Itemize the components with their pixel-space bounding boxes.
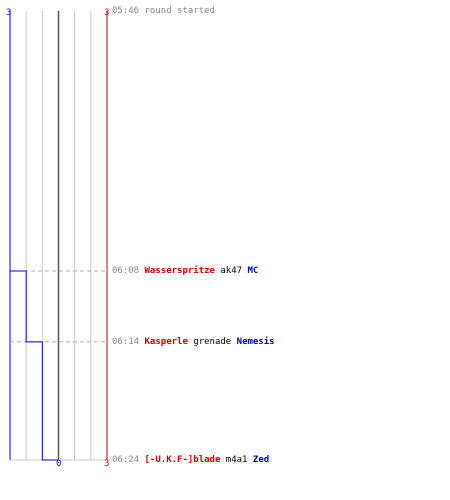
event-time: 05:46 bbox=[112, 6, 140, 16]
event-weapon: ak47 bbox=[220, 265, 243, 276]
event-killer: Kasperle bbox=[144, 336, 188, 347]
event-time: 06:24 bbox=[112, 455, 140, 465]
x-axis-bottom-label: 0 bbox=[56, 459, 62, 469]
event-row-start: 05:46 round started bbox=[112, 5, 215, 17]
y-axis-top-left-label: 3 bbox=[6, 8, 12, 18]
event-row-kill: 06:08 Wasserspritze ak47 MC bbox=[112, 265, 258, 277]
event-row-kill: 06:14 Kasperle grenade Nemesis bbox=[112, 336, 275, 348]
event-weapon: grenade bbox=[193, 336, 232, 347]
event-time: 06:08 bbox=[112, 265, 140, 276]
chart-grid bbox=[9, 11, 108, 461]
event-victim: MC bbox=[247, 265, 259, 276]
event-weapon: m4a1 bbox=[225, 455, 248, 465]
event-message: round started bbox=[144, 6, 215, 16]
y-axis-top-right-label: 3 bbox=[104, 8, 110, 18]
x-axis-bottom-right-label: 3 bbox=[104, 459, 110, 469]
event-row-kill: 06:24 [-U.K.F-]blade m4a1 Zed bbox=[112, 454, 269, 466]
event-victim: Zed bbox=[252, 455, 270, 465]
event-killer: [-U.K.F-]blade bbox=[144, 455, 221, 465]
event-killer: Wasserspritze bbox=[144, 265, 215, 276]
event-time: 06:14 bbox=[112, 336, 140, 347]
event-victim: Nemesis bbox=[236, 336, 275, 347]
blue-score-line bbox=[9, 11, 59, 461]
